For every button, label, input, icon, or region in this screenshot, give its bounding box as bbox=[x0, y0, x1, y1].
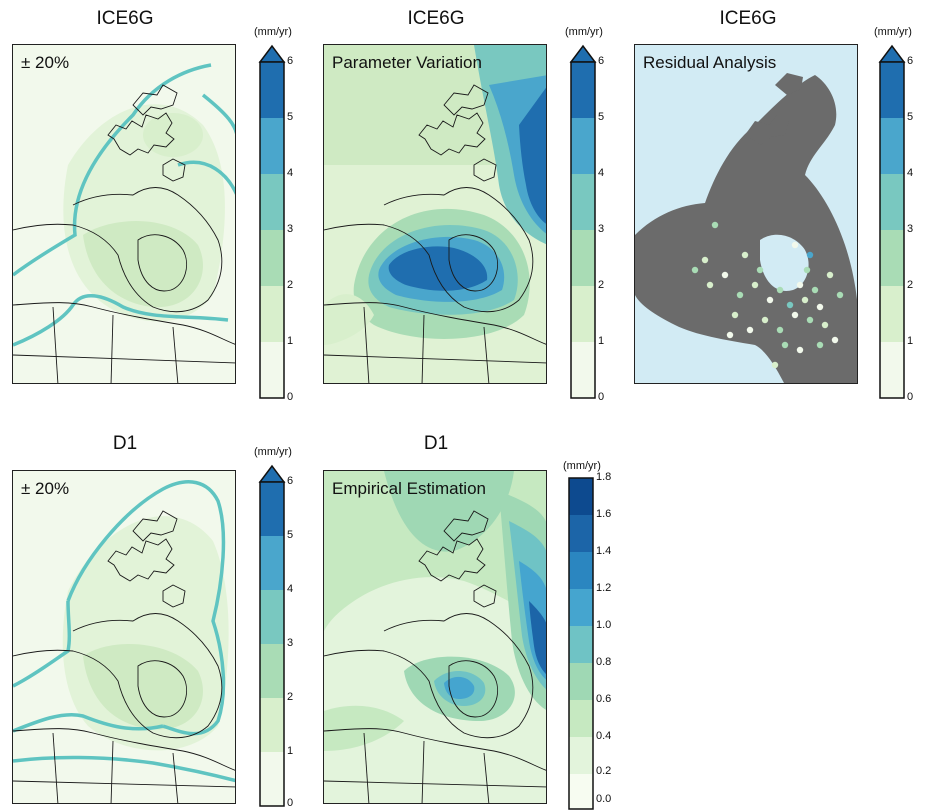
colorbar-unit: (mm/yr) bbox=[254, 446, 292, 458]
colorbar-scale bbox=[258, 44, 286, 399]
colorbar-tick: 1 bbox=[287, 745, 294, 757]
colorbar-tick: 0.6 bbox=[596, 693, 612, 705]
map-panel-ice6g-residual-analysis: Residual Analysis bbox=[634, 44, 858, 384]
colorbar-tick: 6 bbox=[598, 55, 605, 67]
colorbar-tick: 2 bbox=[907, 279, 914, 291]
map-plot bbox=[13, 471, 235, 803]
panel-title: ICE6G bbox=[719, 8, 777, 29]
colorbar-tick: 0.0 bbox=[596, 793, 612, 805]
colorbar-tick: 0 bbox=[907, 391, 914, 403]
colorbar-unit: (mm/yr) bbox=[254, 26, 292, 38]
colorbar-unit: (mm/yr) bbox=[563, 460, 601, 472]
colorbar: (mm/yr) 6 5 4 3 2 1 0 bbox=[254, 26, 308, 403]
panel-title: D1 bbox=[112, 433, 138, 454]
colorbar-tick: 1 bbox=[598, 335, 605, 347]
colorbar: (mm/yr) 6 5 4 3 2 1 0 bbox=[565, 26, 619, 403]
colorbar-tick: 6 bbox=[287, 475, 294, 487]
panel-title: ICE6G bbox=[96, 8, 154, 29]
panel-label: Parameter Variation bbox=[332, 53, 482, 72]
panel-title: D1 bbox=[423, 433, 449, 454]
colorbar-scale bbox=[258, 464, 286, 807]
colorbar-tick: 0.4 bbox=[596, 730, 612, 742]
colorbar-tick: 1.6 bbox=[596, 508, 612, 520]
map-plot bbox=[324, 45, 546, 383]
colorbar-tick: 0 bbox=[287, 391, 294, 403]
colorbar-tick: 2 bbox=[598, 279, 605, 291]
colorbar-tick: 1 bbox=[907, 335, 914, 347]
colorbar-unit: (mm/yr) bbox=[565, 26, 603, 38]
colorbar-tick: 6 bbox=[907, 55, 914, 67]
colorbar: (mm/yr) 1.8 1.6 1.4 1.2 1.0 0.8 0.6 0.4 … bbox=[563, 460, 622, 810]
colorbar-tick: 4 bbox=[287, 167, 294, 179]
panel-label: Empirical Estimation bbox=[332, 479, 486, 498]
map-panel-d1-empirical-estimation: Empirical Estimation bbox=[323, 470, 547, 804]
map-panel-ice6g-uncertainty: ± 20% bbox=[12, 44, 236, 384]
map-panel-d1-uncertainty: ± 20% bbox=[12, 470, 236, 804]
colorbar: (mm/yr) 6 5 4 3 2 1 0 bbox=[874, 26, 927, 403]
colorbar-tick: 4 bbox=[598, 167, 605, 179]
colorbar-tick: 1 bbox=[287, 335, 294, 347]
colorbar-tick: 0 bbox=[598, 391, 605, 403]
map-plot bbox=[635, 45, 857, 383]
colorbar-tick: 2 bbox=[287, 691, 294, 703]
colorbar-tick: 4 bbox=[287, 583, 294, 595]
colorbar-tick: 3 bbox=[907, 223, 914, 235]
colorbar-tick: 0 bbox=[287, 797, 294, 809]
map-panel-ice6g-parameter-variation: Parameter Variation bbox=[323, 44, 547, 384]
colorbar-tick: 1.0 bbox=[596, 619, 612, 631]
colorbar-tick: 1.2 bbox=[596, 582, 612, 594]
colorbar-tick: 5 bbox=[287, 111, 294, 123]
colorbar-tick: 3 bbox=[287, 637, 294, 649]
panel-label: ± 20% bbox=[21, 53, 70, 72]
colorbar-tick: 0.8 bbox=[596, 656, 612, 668]
map-plot bbox=[13, 45, 235, 383]
colorbar-tick: 1.8 bbox=[596, 471, 612, 483]
colorbar: (mm/yr) 6 5 4 3 2 1 0 bbox=[254, 446, 308, 809]
colorbar-scale bbox=[878, 44, 906, 399]
colorbar-tick: 4 bbox=[907, 167, 914, 179]
panel-title: ICE6G bbox=[407, 8, 465, 29]
colorbar-unit: (mm/yr) bbox=[874, 26, 912, 38]
panel-label: Residual Analysis bbox=[643, 53, 777, 72]
map-plot bbox=[324, 471, 546, 803]
colorbar-scale bbox=[568, 477, 594, 810]
colorbar-tick: 1.4 bbox=[596, 545, 612, 557]
colorbar-tick: 5 bbox=[907, 111, 914, 123]
colorbar-tick: 5 bbox=[287, 529, 294, 541]
colorbar-tick: 6 bbox=[287, 55, 294, 67]
colorbar-tick: 5 bbox=[598, 111, 605, 123]
panel-label: ± 20% bbox=[21, 479, 70, 498]
colorbar-scale bbox=[569, 44, 597, 399]
colorbar-tick: 0.2 bbox=[596, 765, 612, 777]
colorbar-tick: 2 bbox=[287, 279, 294, 291]
colorbar-tick: 3 bbox=[598, 223, 605, 235]
colorbar-tick: 3 bbox=[287, 223, 294, 235]
